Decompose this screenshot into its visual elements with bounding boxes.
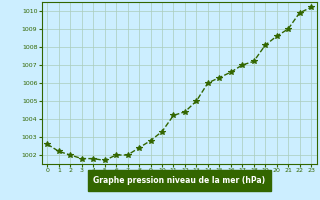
X-axis label: Graphe pression niveau de la mer (hPa): Graphe pression niveau de la mer (hPa) [93, 176, 265, 185]
